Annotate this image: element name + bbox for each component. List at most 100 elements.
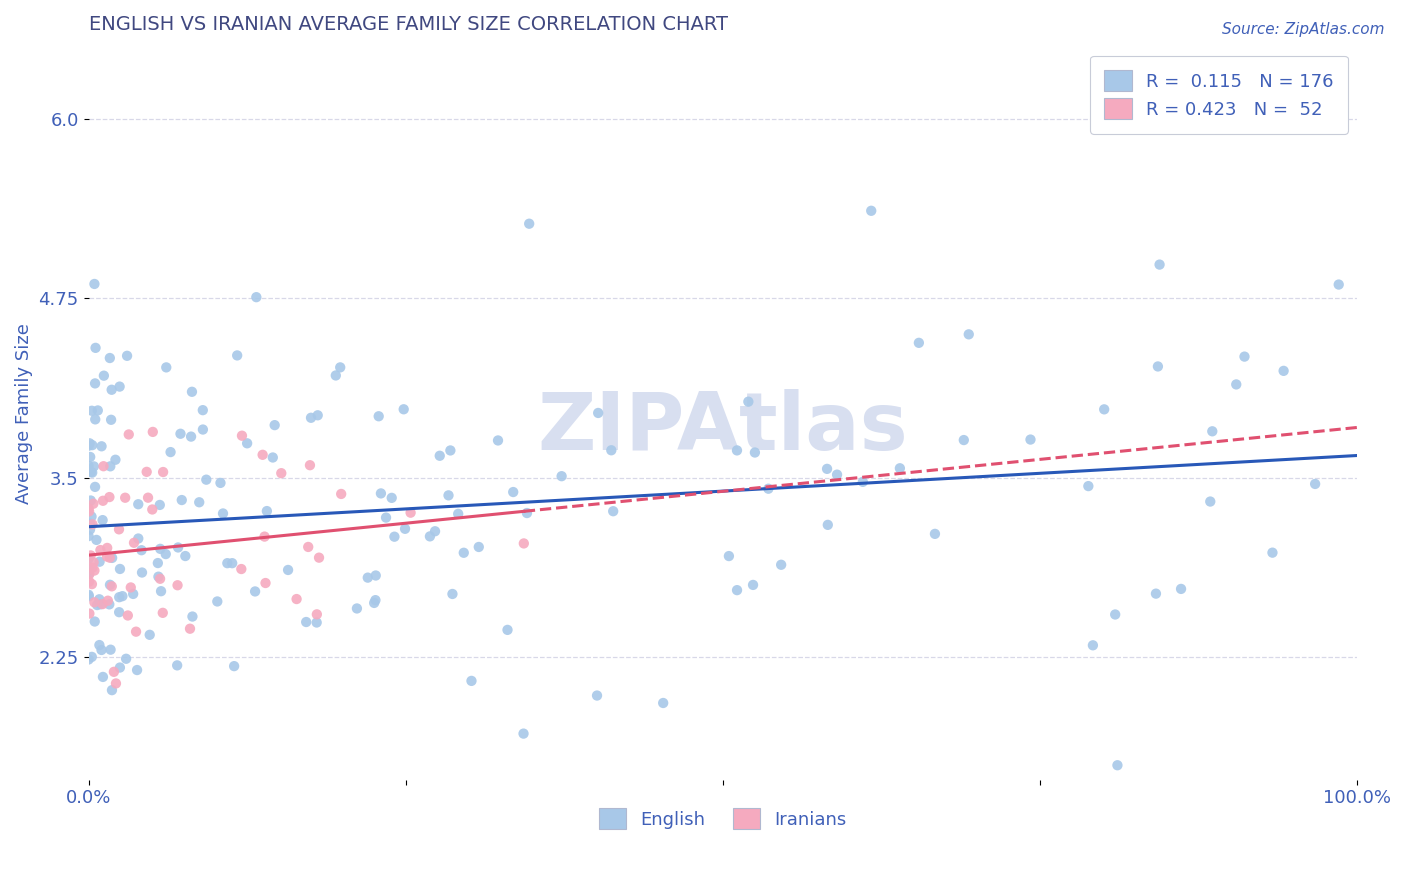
Legend: English, Iranians: English, Iranians: [592, 801, 853, 837]
Point: [586, 406, 609, 420]
Point: [305, 615, 328, 630]
Point: [439, 443, 461, 458]
Point: [150, 584, 173, 599]
Point: [429, 449, 451, 463]
Point: [111, 589, 134, 603]
Point: [155, 360, 177, 375]
Point: [90, 439, 112, 453]
Point: [517, 217, 540, 231]
Point: [80, 549, 103, 563]
Point: [195, 473, 218, 487]
Point: [231, 562, 253, 576]
Point: [79, 523, 101, 537]
Point: [243, 584, 266, 599]
Point: [89, 555, 111, 569]
Point: [419, 529, 441, 543]
Point: [84, 480, 107, 494]
Point: [91, 513, 114, 527]
Point: [1149, 258, 1171, 272]
Point: [441, 587, 464, 601]
Point: [330, 487, 353, 501]
Point: [86, 533, 108, 547]
Point: [297, 540, 319, 554]
Point: [1201, 425, 1223, 439]
Point: [122, 536, 145, 550]
Point: [79, 567, 101, 582]
Point: [100, 383, 122, 397]
Point: [169, 426, 191, 441]
Point: [363, 596, 385, 610]
Point: [357, 571, 380, 585]
Point: [84, 412, 107, 426]
Point: [256, 504, 278, 518]
Point: [131, 566, 153, 580]
Point: [299, 410, 322, 425]
Point: [191, 423, 214, 437]
Point: [98, 578, 121, 592]
Point: [1081, 638, 1104, 652]
Point: [394, 522, 416, 536]
Point: [496, 623, 519, 637]
Point: [375, 510, 398, 524]
Point: [100, 413, 122, 427]
Point: [486, 434, 509, 448]
Point: [908, 335, 931, 350]
Point: [108, 590, 131, 604]
Point: [98, 351, 121, 365]
Point: [87, 403, 110, 417]
Point: [756, 482, 779, 496]
Point: [270, 466, 292, 480]
Point: [77, 652, 100, 666]
Point: [447, 507, 470, 521]
Point: [399, 506, 422, 520]
Point: [1144, 587, 1167, 601]
Point: [815, 462, 838, 476]
Point: [96, 541, 118, 555]
Point: [101, 550, 124, 565]
Point: [725, 583, 748, 598]
Point: [468, 540, 491, 554]
Point: [423, 524, 446, 539]
Point: [245, 290, 267, 304]
Point: [91, 597, 114, 611]
Point: [924, 527, 946, 541]
Point: [364, 593, 387, 607]
Point: [212, 507, 235, 521]
Point: [98, 598, 121, 612]
Point: [1077, 479, 1099, 493]
Point: [952, 433, 974, 447]
Point: [1092, 402, 1115, 417]
Point: [191, 403, 214, 417]
Point: [77, 588, 100, 602]
Point: [188, 495, 211, 509]
Point: [96, 549, 118, 564]
Point: [166, 658, 188, 673]
Point: [83, 595, 105, 609]
Point: [83, 555, 105, 569]
Point: [79, 450, 101, 464]
Point: [152, 465, 174, 479]
Point: [115, 349, 138, 363]
Point: [104, 452, 127, 467]
Point: [108, 562, 131, 576]
Point: [207, 594, 229, 608]
Point: [77, 566, 100, 581]
Point: [149, 541, 172, 556]
Point: [86, 598, 108, 612]
Point: [98, 490, 121, 504]
Point: [141, 502, 163, 516]
Point: [77, 439, 100, 453]
Point: [744, 445, 766, 459]
Point: [152, 606, 174, 620]
Point: [114, 491, 136, 505]
Point: [159, 445, 181, 459]
Text: ZIPAtlas: ZIPAtlas: [537, 389, 908, 467]
Point: [1225, 377, 1247, 392]
Point: [298, 458, 321, 473]
Point: [77, 529, 100, 543]
Point: [367, 409, 389, 424]
Point: [125, 663, 148, 677]
Point: [295, 615, 318, 629]
Point: [98, 459, 121, 474]
Point: [108, 605, 131, 619]
